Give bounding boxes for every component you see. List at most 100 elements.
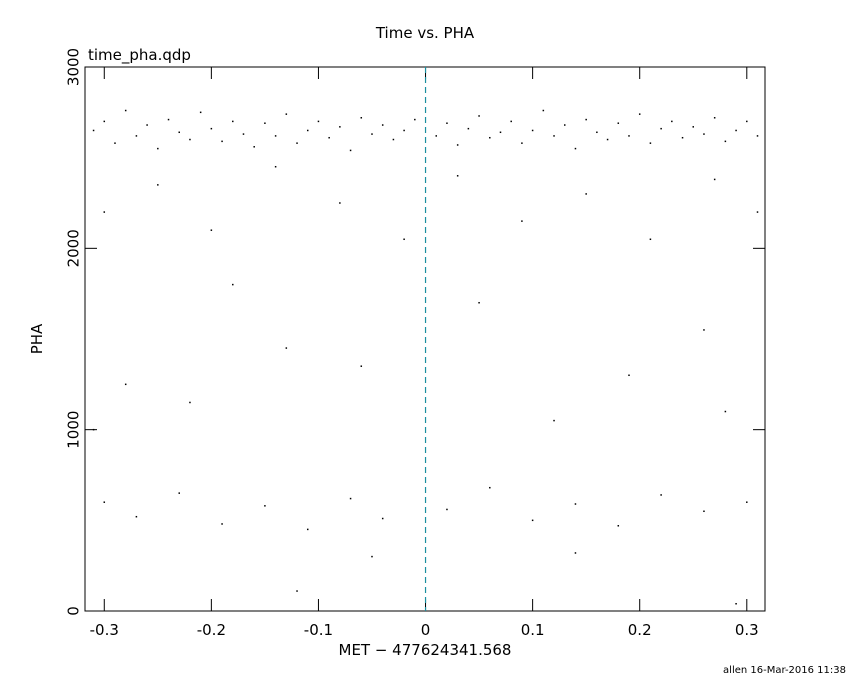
point [103, 211, 106, 213]
point [596, 131, 598, 134]
point [242, 133, 245, 135]
point [339, 126, 341, 128]
point [328, 136, 330, 139]
x-tick-label: -0.1 [304, 621, 333, 639]
point [189, 138, 191, 141]
point [392, 138, 395, 141]
point [681, 136, 684, 139]
point [274, 165, 277, 168]
chart-title: Time vs. PHA [375, 24, 475, 42]
point [724, 140, 727, 143]
point [756, 211, 759, 213]
y-tick-label: 2000 [65, 229, 83, 267]
point [628, 135, 630, 137]
point [585, 193, 587, 195]
point [221, 523, 223, 525]
point [296, 142, 298, 144]
point [285, 347, 288, 349]
point [713, 117, 716, 119]
point [703, 329, 705, 331]
point [660, 127, 662, 130]
point [274, 135, 277, 137]
footer: allen 16-Mar-2016 11:38 [723, 665, 846, 676]
point [671, 120, 673, 123]
point [456, 144, 459, 146]
point [157, 147, 159, 150]
point [178, 492, 180, 494]
point [489, 486, 491, 489]
point [446, 122, 448, 124]
point [542, 109, 545, 112]
point [649, 238, 652, 241]
point [435, 135, 437, 137]
point [114, 142, 116, 144]
point [92, 129, 95, 132]
point [189, 401, 191, 404]
point [317, 120, 320, 123]
point [617, 525, 620, 527]
point [606, 138, 609, 141]
point [381, 517, 384, 520]
x-tick-label: 0.2 [628, 621, 652, 639]
point [103, 501, 106, 503]
point [553, 419, 555, 422]
point [264, 505, 266, 507]
point [735, 602, 737, 605]
chart-subtitle: time_pha.qdp [88, 46, 191, 65]
x-tick-label: 0.1 [521, 621, 545, 639]
point [521, 142, 523, 144]
point [735, 129, 737, 132]
point [746, 120, 748, 123]
point [703, 510, 705, 513]
point [371, 555, 373, 558]
point [221, 140, 223, 143]
point [521, 220, 523, 222]
point [285, 113, 288, 115]
point [135, 515, 138, 518]
point [167, 118, 170, 121]
point [574, 147, 577, 150]
point [349, 497, 352, 500]
point [563, 124, 566, 126]
point [199, 111, 202, 114]
x-tick-label: -0.3 [90, 621, 119, 639]
point [649, 142, 652, 144]
point [264, 122, 266, 124]
point [585, 118, 587, 121]
point [746, 501, 748, 503]
point [103, 120, 106, 123]
point [403, 129, 405, 132]
point [210, 127, 213, 130]
point [146, 124, 148, 126]
point [756, 135, 759, 137]
point [446, 508, 448, 511]
point [124, 383, 127, 386]
x-tick-label: 0 [421, 621, 431, 639]
point [724, 410, 727, 413]
y-tick-label: 3000 [65, 48, 83, 86]
point [124, 109, 127, 112]
point [92, 428, 95, 431]
y-axis-label: PHA [28, 323, 46, 354]
point [510, 120, 512, 123]
point [339, 202, 341, 204]
point [210, 229, 213, 231]
point [360, 365, 363, 367]
point [371, 133, 373, 135]
point [349, 149, 352, 152]
point [713, 178, 716, 181]
point [296, 590, 298, 592]
point [478, 115, 480, 117]
point [360, 117, 363, 119]
point [135, 135, 138, 137]
point [232, 283, 234, 286]
point [574, 503, 577, 505]
x-axis-label: MET − 477624341.568 [339, 641, 512, 659]
point [499, 131, 502, 134]
point [478, 301, 480, 304]
point [306, 129, 309, 132]
x-tick-label: -0.2 [197, 621, 226, 639]
point [489, 136, 491, 139]
point [692, 126, 695, 128]
